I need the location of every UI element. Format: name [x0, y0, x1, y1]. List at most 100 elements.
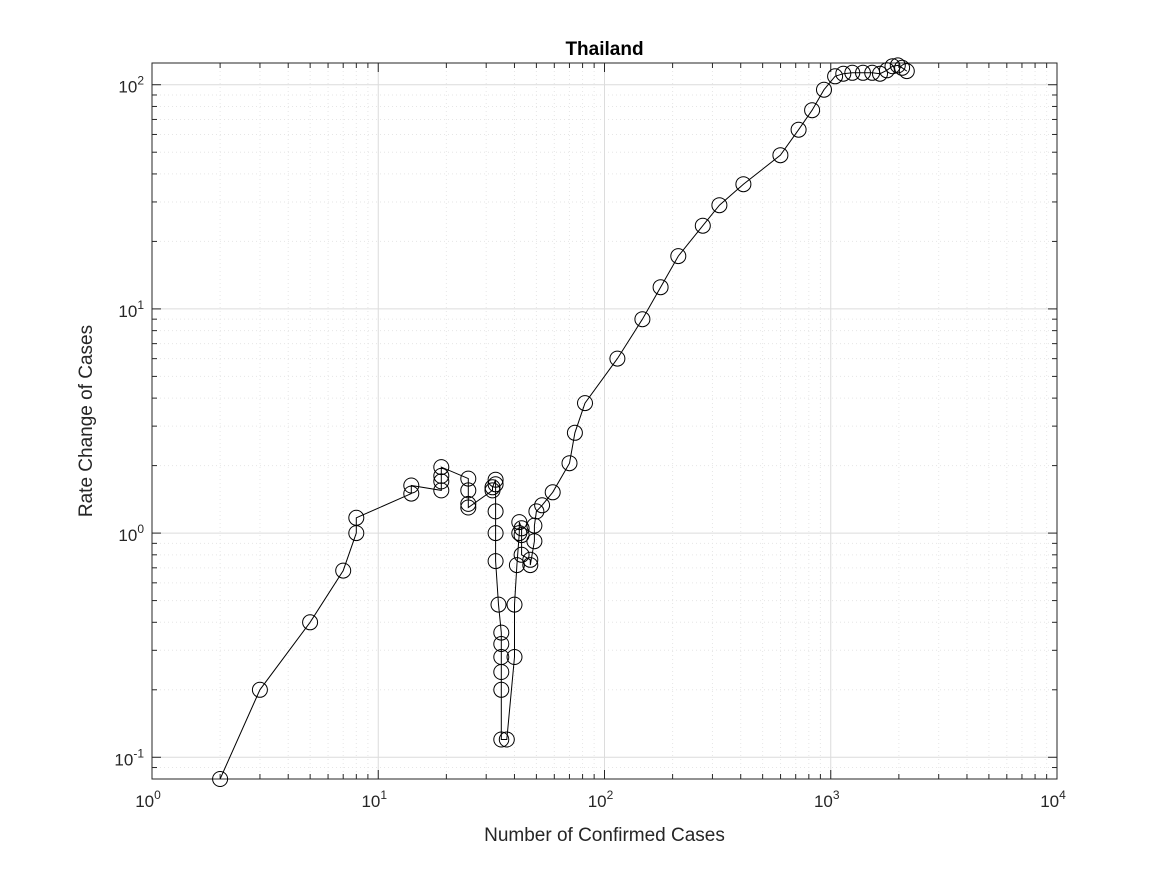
data-point: [894, 59, 911, 76]
x-tick-label: 102: [588, 788, 614, 811]
data-point: [506, 649, 523, 665]
data-point: [493, 731, 510, 748]
x-tick-label-base: 10: [135, 792, 154, 811]
axis-ticks: [151, 63, 1057, 780]
data-point: [490, 596, 507, 613]
data-point: [735, 176, 752, 193]
data-point: [526, 533, 543, 550]
data-point: [544, 484, 561, 501]
y-axis-title: Rate Change of Cases: [76, 325, 97, 517]
data-point: [561, 455, 578, 472]
data-point: [534, 497, 551, 514]
data-point: [212, 771, 229, 787]
data-point: [889, 57, 906, 74]
data-point: [460, 495, 477, 512]
x-tick-label-base: 10: [814, 792, 833, 811]
x-tick-label-base: 10: [1040, 792, 1059, 811]
data-point: [335, 562, 352, 579]
data-point: [513, 520, 530, 537]
x-tick-label: 101: [361, 788, 387, 811]
data-point: [498, 731, 515, 748]
data-point: [844, 64, 861, 81]
data-point: [487, 525, 504, 542]
data-point: [251, 681, 268, 698]
data-point: [511, 514, 528, 531]
data-point: [577, 395, 593, 412]
data-point: [403, 477, 420, 494]
data-point: [855, 64, 871, 81]
data-point: [460, 470, 477, 487]
data-point: [790, 121, 807, 138]
y-tick-label-exponent: 1: [137, 298, 144, 312]
y-tick-label-exponent: -1: [133, 746, 144, 760]
data-point: [609, 350, 626, 367]
data-point: [484, 479, 501, 496]
x-tick-label-exponent: 2: [607, 788, 614, 802]
data-point: [694, 217, 711, 234]
x-tick-label: 100: [135, 788, 161, 811]
data-point: [528, 503, 545, 520]
chart-title: Thailand: [565, 39, 643, 60]
data-point: [302, 614, 319, 631]
y-tick-label-base: 10: [118, 526, 137, 545]
data-point: [513, 546, 530, 563]
data-point: [460, 482, 477, 499]
data-point: [513, 527, 530, 544]
data-point: [522, 557, 539, 574]
data-point: [460, 499, 477, 516]
data-point: [493, 664, 510, 680]
series-layer: [212, 57, 915, 787]
data-point: [827, 68, 844, 85]
y-tick-label: 10-1: [114, 746, 144, 769]
data-point: [348, 509, 365, 526]
x-tick-label-base: 10: [588, 792, 607, 811]
data-point: [878, 62, 895, 79]
data-point: [433, 467, 450, 484]
x-tick-label-exponent: 1: [380, 788, 387, 802]
y-tick-label-exponent: 2: [137, 74, 144, 88]
x-tick-labels: 100 101 102 103 104: [135, 788, 1066, 811]
data-point: [634, 311, 651, 328]
data-point: [816, 81, 832, 98]
y-tick-label: 100: [118, 522, 144, 545]
x-axis-title: Number of Confirmed Cases: [484, 825, 725, 846]
data-point: [403, 485, 420, 502]
data-point: [898, 63, 915, 80]
y-tick-label-exponent: 0: [137, 522, 144, 536]
data-point: [711, 197, 728, 214]
data-point: [487, 553, 504, 570]
data-point: [487, 471, 504, 488]
data-point: [493, 624, 510, 641]
data-point: [526, 517, 543, 534]
data-point: [566, 424, 583, 441]
data-point: [493, 636, 510, 652]
x-tick-label-exponent: 0: [154, 788, 161, 802]
x-tick-label: 104: [1040, 788, 1066, 811]
data-point: [670, 248, 687, 265]
data-point: [772, 147, 789, 164]
x-tick-label: 103: [814, 788, 840, 811]
data-point: [506, 596, 523, 613]
data-point: [433, 459, 450, 476]
data-point: [487, 476, 504, 493]
y-tick-label-base: 10: [114, 750, 133, 769]
y-tick-label-base: 10: [118, 302, 137, 321]
data-point: [433, 473, 450, 490]
x-tick-label-base: 10: [361, 792, 380, 811]
data-point: [522, 551, 539, 568]
y-tick-label: 101: [118, 298, 144, 321]
data-point: [493, 681, 510, 698]
data-point: [835, 65, 852, 82]
data-point: [652, 279, 669, 296]
data-point: [872, 65, 888, 82]
x-tick-label-exponent: 3: [833, 788, 840, 802]
y-tick-label: 102: [118, 74, 144, 97]
data-point: [884, 58, 901, 75]
data-point: [804, 102, 821, 119]
data-point: [487, 503, 504, 520]
y-tick-label-base: 10: [118, 78, 137, 97]
x-tick-label-exponent: 4: [1059, 788, 1066, 802]
